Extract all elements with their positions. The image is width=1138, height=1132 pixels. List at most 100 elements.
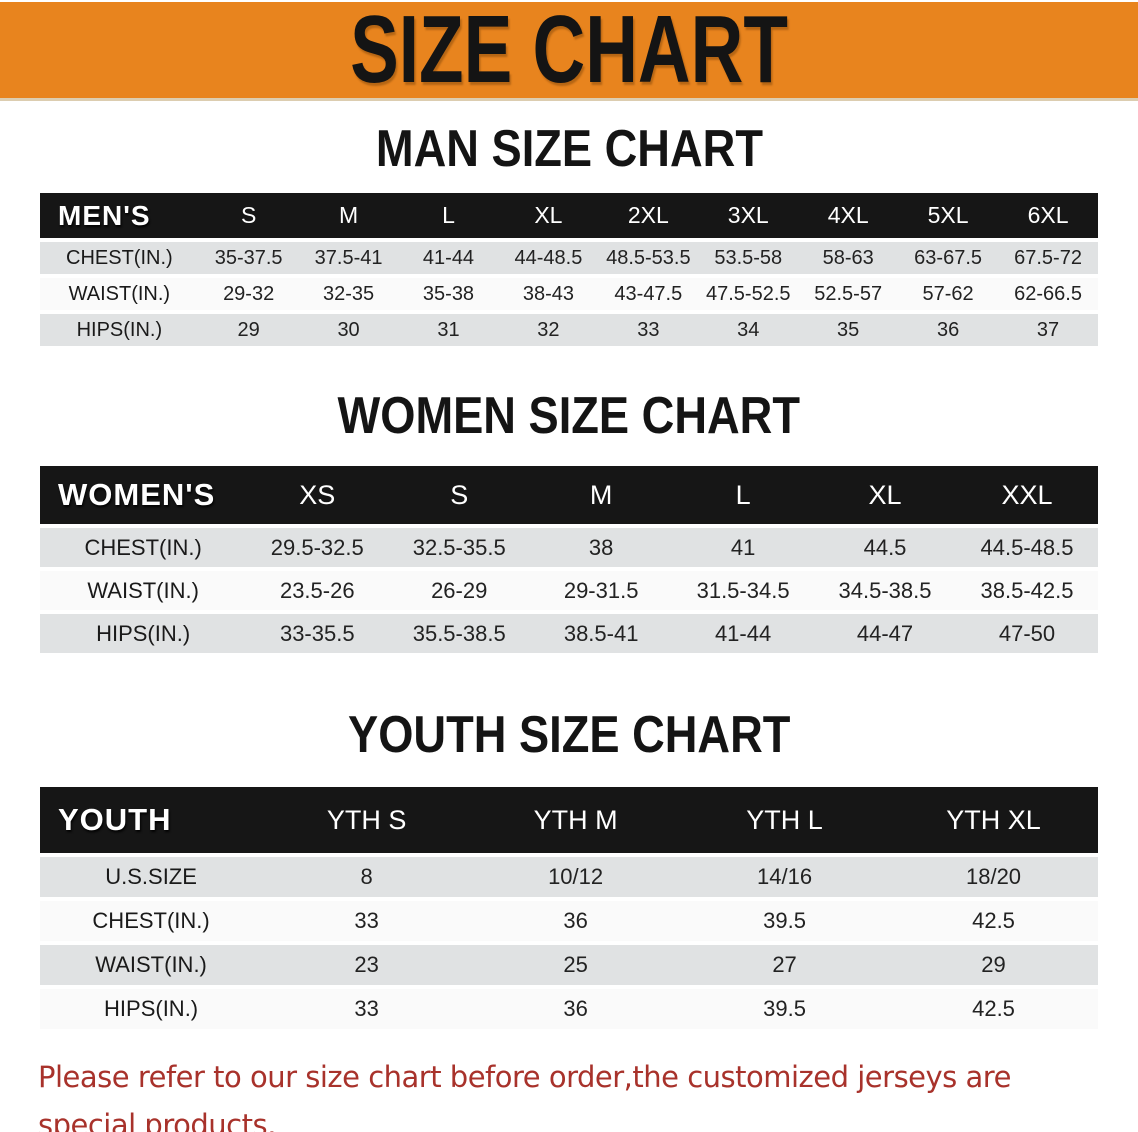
table-row: CHEST(IN.) 35-37.5 37.5-41 41-44 44-48.5 48.5… <box>40 242 1098 274</box>
banner: SIZE CHART <box>0 2 1138 101</box>
size-value-cell: 14/16 <box>680 857 890 897</box>
size-value-cell: 27 <box>680 945 890 985</box>
size-value-cell: 29.5-32.5 <box>246 528 389 567</box>
size-value-cell: 30 <box>298 314 399 346</box>
size-column-header: YTH M <box>471 787 681 853</box>
size-column-header: YTH XL <box>889 787 1098 853</box>
size-value-cell: 26-29 <box>388 571 531 610</box>
row-label: HIPS(IN.) <box>40 989 263 1029</box>
size-value-cell: 39.5 <box>680 901 890 941</box>
table-row: WAIST(IN.) 23.5-26 26-29 29-31.5 31.5-34.5 34… <box>40 571 1098 610</box>
table-row: HIPS(IN.) 33-35.5 35.5-38.5 38.5-41 41-44 44-… <box>40 614 1098 653</box>
men-size-table: MEN'S S M L XL 2XL 3XL 4XL 5XL 6XL CHEST(IN.) 35-37… <box>40 189 1098 350</box>
row-label: WAIST(IN.) <box>40 278 199 310</box>
size-value-cell: 44.5-48.5 <box>955 528 1098 567</box>
table-row: HIPS(IN.) 33 36 39.5 42.5 <box>40 989 1098 1029</box>
size-table: YOUTH YTH S YTH M YTH L YTH XL U.S.SIZE 8 10/12… <box>40 783 1098 1033</box>
size-value-cell: 44.5 <box>814 528 956 567</box>
size-value-cell: 35-38 <box>398 278 499 310</box>
row-label: HIPS(IN.) <box>40 314 199 346</box>
size-value-cell: 33 <box>598 314 699 346</box>
size-value-cell: 33 <box>262 989 472 1029</box>
size-column-header: 3XL <box>698 193 799 238</box>
size-value-cell: 57-62 <box>898 278 999 310</box>
size-value-cell: 33 <box>262 901 472 941</box>
size-value-cell: 39.5 <box>680 989 890 1029</box>
table-row: HIPS(IN.) 29 30 31 32 33 34 35 36 37 <box>40 314 1098 346</box>
table-row: WAIST(IN.) 29-32 32-35 35-38 38-43 43-47.5 47.… <box>40 278 1098 310</box>
size-value-cell: 23 <box>262 945 472 985</box>
size-column-header: XS <box>246 466 389 524</box>
size-column-header: L <box>398 193 499 238</box>
size-value-cell: 35 <box>798 314 899 346</box>
size-value-cell: 41-44 <box>672 614 815 653</box>
size-value-cell: 42.5 <box>889 901 1098 941</box>
size-value-cell: 41-44 <box>398 242 499 274</box>
size-value-cell: 29-32 <box>198 278 299 310</box>
size-column-header: M <box>298 193 399 238</box>
size-value-cell: 37.5-41 <box>298 242 399 274</box>
size-value-cell: 29-31.5 <box>530 571 673 610</box>
size-value-cell: 47-50 <box>955 614 1098 653</box>
size-value-cell: 41 <box>672 528 815 567</box>
size-value-cell: 38-43 <box>498 278 599 310</box>
size-value-cell: 32.5-35.5 <box>388 528 531 567</box>
disclaimer-line-1: Please refer to our size chart before or… <box>38 1060 1011 1132</box>
table-header-row: MEN'S S M L XL 2XL 3XL 4XL 5XL 6XL <box>40 193 1098 238</box>
men-section-heading-text: MAN SIZE CHART <box>375 120 763 178</box>
row-label: CHEST(IN.) <box>40 242 199 274</box>
size-value-cell: 8 <box>262 857 472 897</box>
table-row: CHEST(IN.) 29.5-32.5 32.5-35.5 38 41 44.5 44.5… <box>40 528 1098 567</box>
size-table: WOMEN'S XS S M L XL XXL CHEST(IN.) 29.5-32.5 32.5… <box>40 462 1098 657</box>
size-value-cell: 42.5 <box>889 989 1098 1029</box>
size-column-header: XL <box>498 193 599 238</box>
women-section-heading-text: WOMEN SIZE CHART <box>337 387 801 445</box>
size-column-header: 5XL <box>898 193 999 238</box>
row-label: WAIST(IN.) <box>40 571 247 610</box>
size-column-header: YTH S <box>262 787 472 853</box>
size-value-cell: 43-47.5 <box>598 278 699 310</box>
size-value-cell: 52.5-57 <box>798 278 899 310</box>
table-group-label: YOUTH <box>40 787 263 853</box>
size-value-cell: 18/20 <box>889 857 1098 897</box>
row-label: HIPS(IN.) <box>40 614 247 653</box>
size-column-header: 6XL <box>998 193 1098 238</box>
size-value-cell: 38.5-42.5 <box>955 571 1098 610</box>
size-value-cell: 31 <box>398 314 499 346</box>
size-column-header: XL <box>814 466 956 524</box>
size-value-cell: 34.5-38.5 <box>814 571 956 610</box>
size-value-cell: 25 <box>471 945 681 985</box>
size-value-cell: 37 <box>998 314 1098 346</box>
size-value-cell: 38.5-41 <box>530 614 673 653</box>
size-value-cell: 58-63 <box>798 242 899 274</box>
size-value-cell: 47.5-52.5 <box>698 278 799 310</box>
table-header-row: WOMEN'S XS S M L XL XXL <box>40 466 1098 524</box>
size-value-cell: 34 <box>698 314 799 346</box>
size-column-header: M <box>530 466 673 524</box>
size-value-cell: 23.5-26 <box>246 571 389 610</box>
size-value-cell: 44-47 <box>814 614 956 653</box>
size-column-header: S <box>198 193 299 238</box>
size-value-cell: 53.5-58 <box>698 242 799 274</box>
size-column-header: 2XL <box>598 193 699 238</box>
row-label: U.S.SIZE <box>40 857 263 897</box>
size-table: MEN'S S M L XL 2XL 3XL 4XL 5XL 6XL CHEST(IN.) 35-37… <box>40 189 1098 350</box>
youth-size-table: YOUTH YTH S YTH M YTH L YTH XL U.S.SIZE 8 10/12… <box>40 783 1098 1033</box>
size-value-cell: 44-48.5 <box>498 242 599 274</box>
size-column-header: XXL <box>955 466 1098 524</box>
table-row: WAIST(IN.) 23 25 27 29 <box>40 945 1098 985</box>
size-value-cell: 32-35 <box>298 278 399 310</box>
row-label: WAIST(IN.) <box>40 945 263 985</box>
size-column-header: L <box>672 466 815 524</box>
table-row: U.S.SIZE 8 10/12 14/16 18/20 <box>40 857 1098 897</box>
size-value-cell: 36 <box>898 314 999 346</box>
women-section-heading: WOMEN SIZE CHART <box>0 390 1138 442</box>
size-value-cell: 63-67.5 <box>898 242 999 274</box>
size-value-cell: 62-66.5 <box>998 278 1098 310</box>
table-row: CHEST(IN.) 33 36 39.5 42.5 <box>40 901 1098 941</box>
table-group-label: MEN'S <box>40 193 199 238</box>
size-column-header: YTH L <box>680 787 890 853</box>
size-value-cell: 29 <box>889 945 1098 985</box>
disclaimer-note: Please refer to our size chart before or… <box>38 1053 1100 1132</box>
